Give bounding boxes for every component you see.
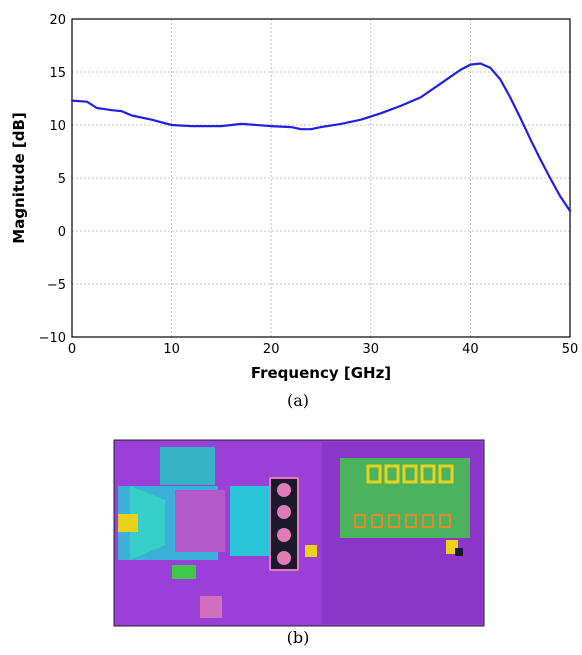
chip-pad-right-mid bbox=[305, 545, 317, 557]
y-tick-label: 10 bbox=[49, 119, 66, 134]
chip-layout-image bbox=[113, 439, 485, 627]
y-tick-label: −5 bbox=[47, 278, 66, 293]
chip-dark-pad bbox=[455, 548, 463, 556]
tick-labels: 0 10 20 30 40 50 −10 −5 0 5 10 15 20 bbox=[39, 13, 579, 357]
x-tick-label: 30 bbox=[363, 342, 380, 357]
chip-pad-left bbox=[118, 514, 138, 532]
y-tick-label: 15 bbox=[49, 66, 66, 81]
chip-via-3 bbox=[277, 528, 291, 542]
chip-spiral-row-bottom bbox=[354, 514, 451, 528]
chart-grid bbox=[71, 18, 571, 338]
chip-via-4 bbox=[277, 551, 291, 565]
chip-core-left bbox=[175, 490, 225, 552]
chip-top-block bbox=[160, 447, 215, 485]
chip-green-block bbox=[172, 565, 196, 579]
y-tick-label: 0 bbox=[58, 225, 66, 240]
x-tick-label: 50 bbox=[562, 342, 579, 357]
x-tick-label: 40 bbox=[462, 342, 479, 357]
chip-mid-block bbox=[230, 486, 270, 556]
caption-b: (b) bbox=[287, 628, 310, 647]
y-tick-label: −10 bbox=[39, 331, 66, 346]
chip-spiral-row-top bbox=[366, 464, 454, 484]
x-axis-label: Frequency [GHz] bbox=[251, 364, 391, 382]
chip-via-1 bbox=[277, 483, 291, 497]
chip-via-2 bbox=[277, 505, 291, 519]
y-tick-label: 5 bbox=[58, 172, 66, 187]
x-tick-label: 0 bbox=[68, 342, 76, 357]
plot-frame bbox=[71, 18, 571, 338]
chip-taper-left bbox=[130, 486, 165, 560]
chip-pink-block bbox=[200, 596, 222, 618]
series-line bbox=[70, 62, 572, 212]
series-layer bbox=[70, 62, 572, 212]
y-tick-label: 20 bbox=[49, 13, 66, 28]
y-axis-label: Magnitude [dB] bbox=[10, 112, 28, 243]
magnitude-chart: 0 10 20 30 40 50 −10 −5 0 5 10 15 20 Frequency [GHz]… bbox=[10, 13, 578, 382]
x-tick-label: 20 bbox=[263, 342, 280, 357]
caption-a: (a) bbox=[287, 391, 309, 410]
x-tick-label: 10 bbox=[163, 342, 180, 357]
